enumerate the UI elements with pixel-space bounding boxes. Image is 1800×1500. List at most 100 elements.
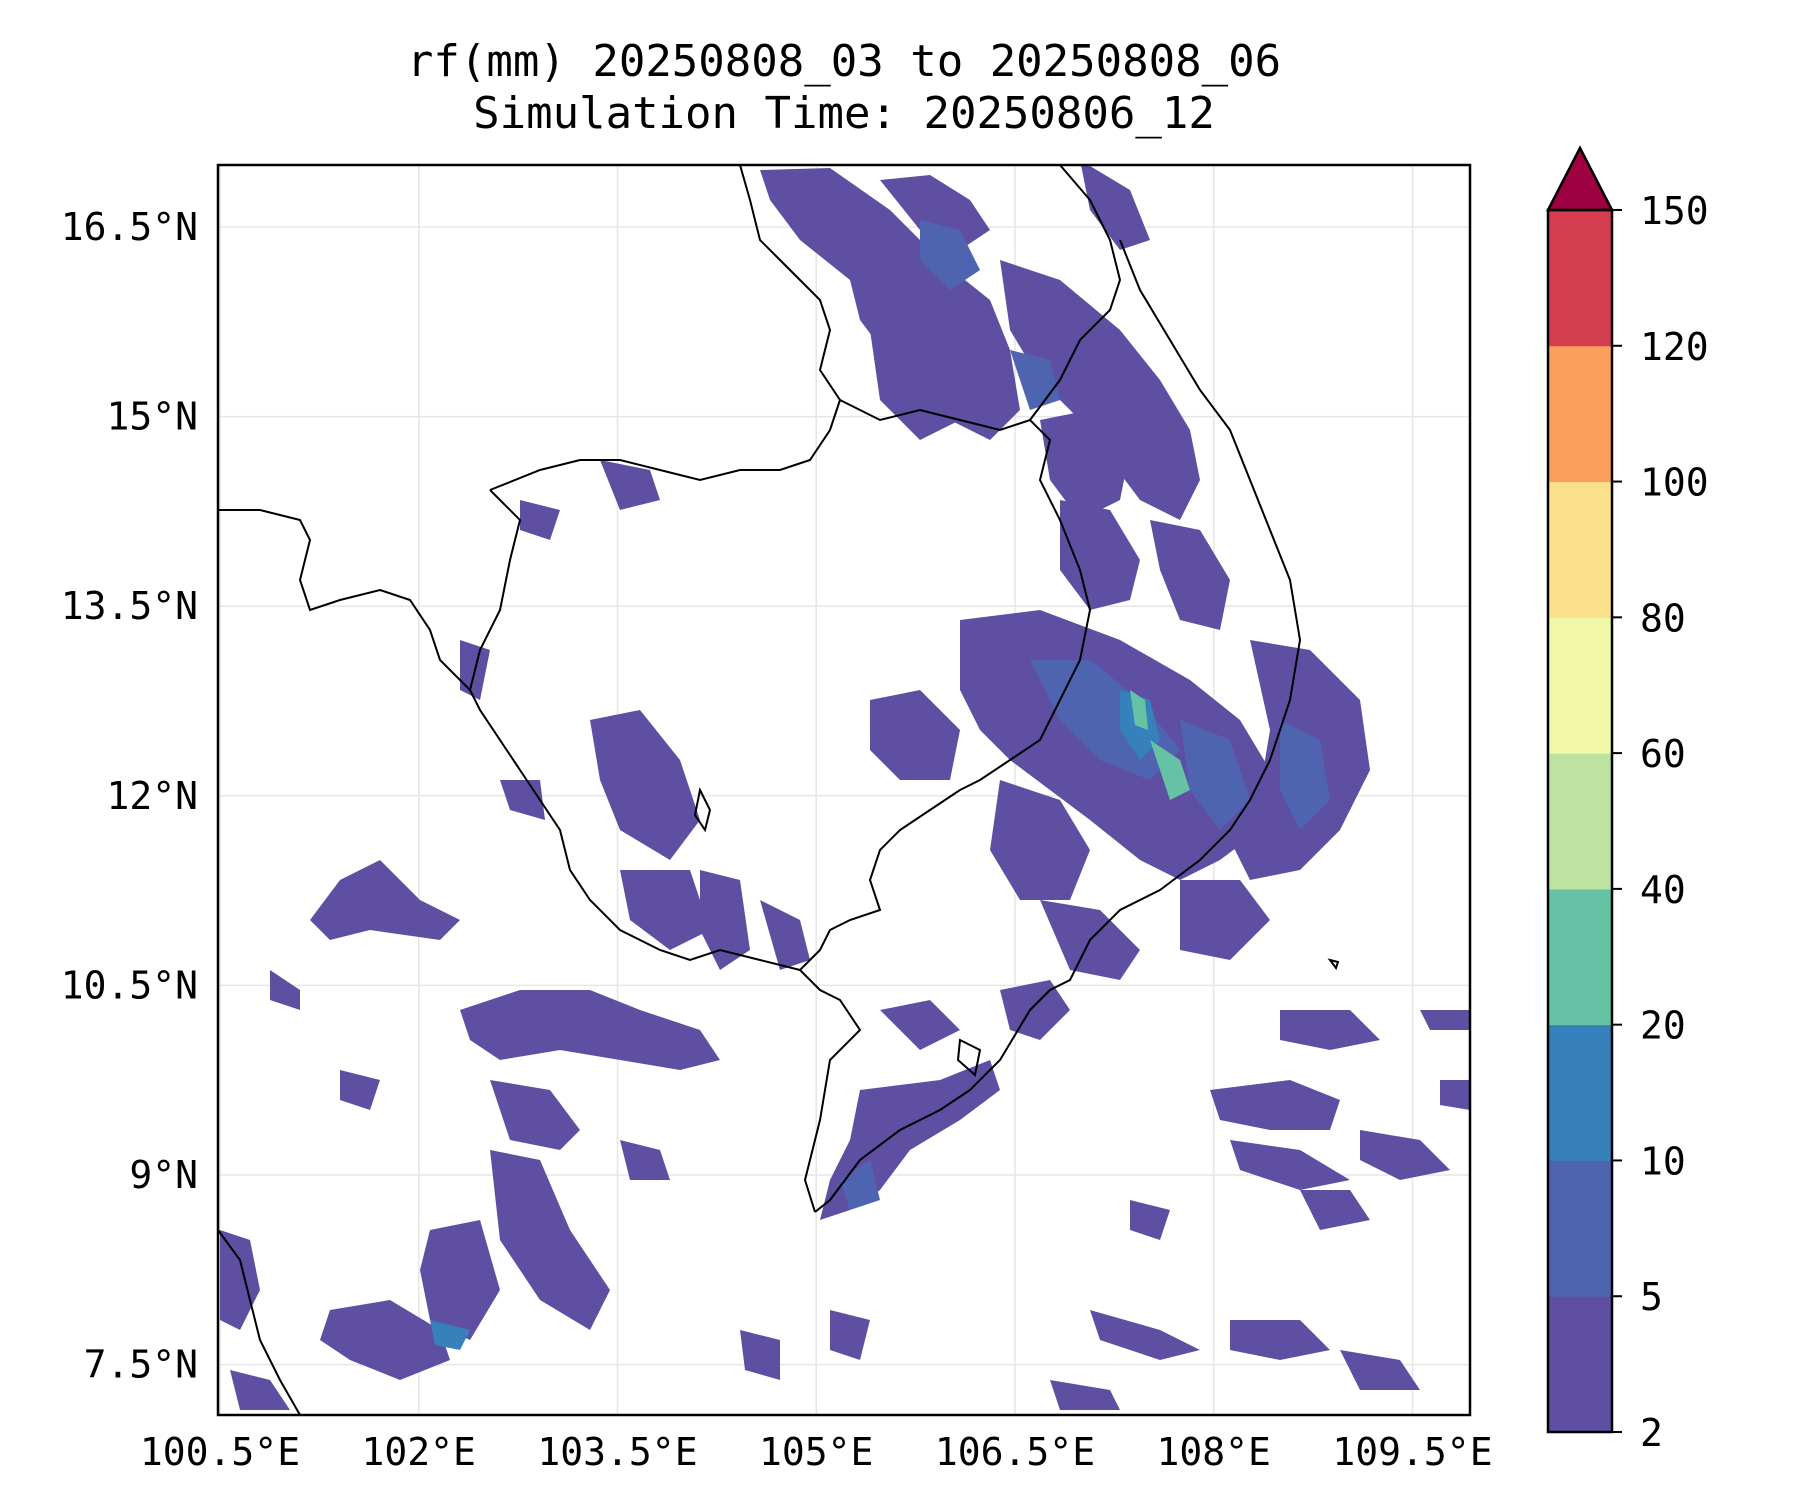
colorbar-tick-label: 5 xyxy=(1640,1275,1663,1319)
island xyxy=(956,1038,982,1077)
rain-patch xyxy=(340,1070,380,1110)
colorbar-tick-label: 100 xyxy=(1640,461,1709,505)
rain-patch xyxy=(990,780,1090,900)
map-area xyxy=(218,165,1470,1415)
rain-patch xyxy=(1280,720,1330,830)
rain-patch xyxy=(420,1220,500,1340)
rain-patch xyxy=(270,970,300,1010)
x-tick-label: 109.5°E xyxy=(1332,1430,1492,1474)
colorbar-tick-label: 2 xyxy=(1640,1411,1663,1455)
y-tick-label: 15°N xyxy=(106,395,198,439)
colorbar-tick-label: 20 xyxy=(1640,1004,1686,1048)
colorbar-band xyxy=(1548,1160,1612,1297)
rain-patch xyxy=(1040,410,1130,520)
colorbar-tick-label: 150 xyxy=(1640,189,1709,233)
rain-patch xyxy=(870,690,960,780)
rain-patch xyxy=(1360,1130,1450,1180)
border-cambodia-north xyxy=(469,489,522,691)
rain-patch xyxy=(1000,980,1070,1040)
x-tick-label: 103.5°E xyxy=(537,1430,697,1474)
rain-patch xyxy=(1081,165,1150,250)
y-tick-label: 9°N xyxy=(129,1153,198,1197)
rain-patch xyxy=(760,900,810,970)
colorbar-band xyxy=(1548,210,1612,347)
border-laos-vietnam xyxy=(1029,165,1122,421)
y-tick-label: 13.5°N xyxy=(61,584,198,628)
colorbar-band xyxy=(1548,345,1612,483)
y-tick-label: 12°N xyxy=(106,774,198,818)
colorbar-band xyxy=(1548,753,1612,890)
x-axis: 100.5°E 102°E 103.5°E 105°E 106.5°E 108°E 109.… xyxy=(140,1430,1493,1474)
rain-patch xyxy=(520,500,560,540)
coastline-malay xyxy=(218,1229,301,1415)
rain-patch xyxy=(1000,260,1200,520)
border-cambodia-laos-vietnam xyxy=(839,399,1092,791)
island xyxy=(1327,958,1340,971)
coastline-gulf xyxy=(469,689,801,971)
colorbar-tick-label: 120 xyxy=(1640,325,1709,369)
rain-patch xyxy=(1210,1080,1340,1130)
y-tick-label: 10.5°N xyxy=(61,963,198,1007)
colorbar-extend-triangle xyxy=(1545,145,1615,212)
border-cambodia-vietnam-south xyxy=(799,789,961,971)
rain-patch xyxy=(320,1300,450,1380)
map-frame xyxy=(216,163,1472,1417)
colorbar: 2 5 10 20 40 60 80 100 120 150 xyxy=(1545,145,1709,1455)
rain-patch xyxy=(1280,1010,1380,1050)
colorbar-tick-label: 40 xyxy=(1640,868,1686,912)
colorbar-band xyxy=(1548,888,1612,1026)
rain-patch xyxy=(870,320,970,440)
rain-patch xyxy=(1420,1010,1470,1030)
border-thai-cambodia xyxy=(218,509,471,691)
rain-patch xyxy=(700,870,750,970)
rain-patch xyxy=(1180,880,1270,960)
y-tick-label: 7.5°N xyxy=(84,1343,198,1387)
rain-patch xyxy=(840,1160,880,1210)
rain-patch xyxy=(430,1320,470,1350)
border-thai-laos xyxy=(489,165,842,491)
x-tick-label: 100.5°E xyxy=(140,1430,300,1474)
colorbar-tick-label: 60 xyxy=(1640,732,1686,776)
coastline-vietnam xyxy=(814,239,1302,1213)
rain-patch xyxy=(590,710,700,860)
x-tick-label: 105°E xyxy=(759,1430,873,1474)
rain-patch xyxy=(1340,1350,1420,1390)
rain-patch xyxy=(1180,720,1250,830)
rain-patch xyxy=(620,1140,670,1180)
rain-patch xyxy=(1060,500,1140,610)
rain-patch xyxy=(920,220,980,290)
rain-patch xyxy=(880,175,990,250)
rain-patch xyxy=(220,1230,260,1330)
rain-patch xyxy=(1230,1320,1330,1360)
rain-patch xyxy=(880,1000,960,1050)
rain-patch xyxy=(620,870,710,950)
colorbar-band xyxy=(1548,617,1612,754)
rain-patch xyxy=(1150,520,1230,630)
rain-patch xyxy=(1090,1310,1200,1360)
rain-patch xyxy=(460,990,720,1070)
rain-patch xyxy=(230,1370,290,1410)
rain-patch xyxy=(830,1310,870,1360)
colorbar-tick-label: 10 xyxy=(1640,1139,1686,1183)
rain-patch xyxy=(1130,690,1148,730)
country-borders-coastline xyxy=(218,165,1340,1415)
rain-patch xyxy=(740,1330,780,1380)
colorbar-band xyxy=(1548,1296,1612,1433)
colorbar-band xyxy=(1548,481,1612,618)
y-tick-label: 16.5°N xyxy=(61,205,198,249)
rain-patch xyxy=(1130,1200,1170,1240)
x-tick-label: 108°E xyxy=(1157,1430,1271,1474)
island xyxy=(693,786,712,833)
rain-patch xyxy=(1050,1380,1120,1410)
rain-patch xyxy=(600,460,660,510)
title-line-1: rf(mm) 20250808_03 to 20250808_06 xyxy=(406,36,1282,87)
rain-patch xyxy=(1230,1140,1350,1190)
rain-patch xyxy=(310,860,460,940)
rain-patch xyxy=(1300,1190,1370,1230)
rain-patch xyxy=(490,1150,610,1330)
colorbar-band xyxy=(1548,1024,1612,1161)
rain-patch xyxy=(1150,740,1190,800)
rain-patch xyxy=(490,1080,580,1150)
colorbar-tick-label: 80 xyxy=(1640,596,1686,640)
